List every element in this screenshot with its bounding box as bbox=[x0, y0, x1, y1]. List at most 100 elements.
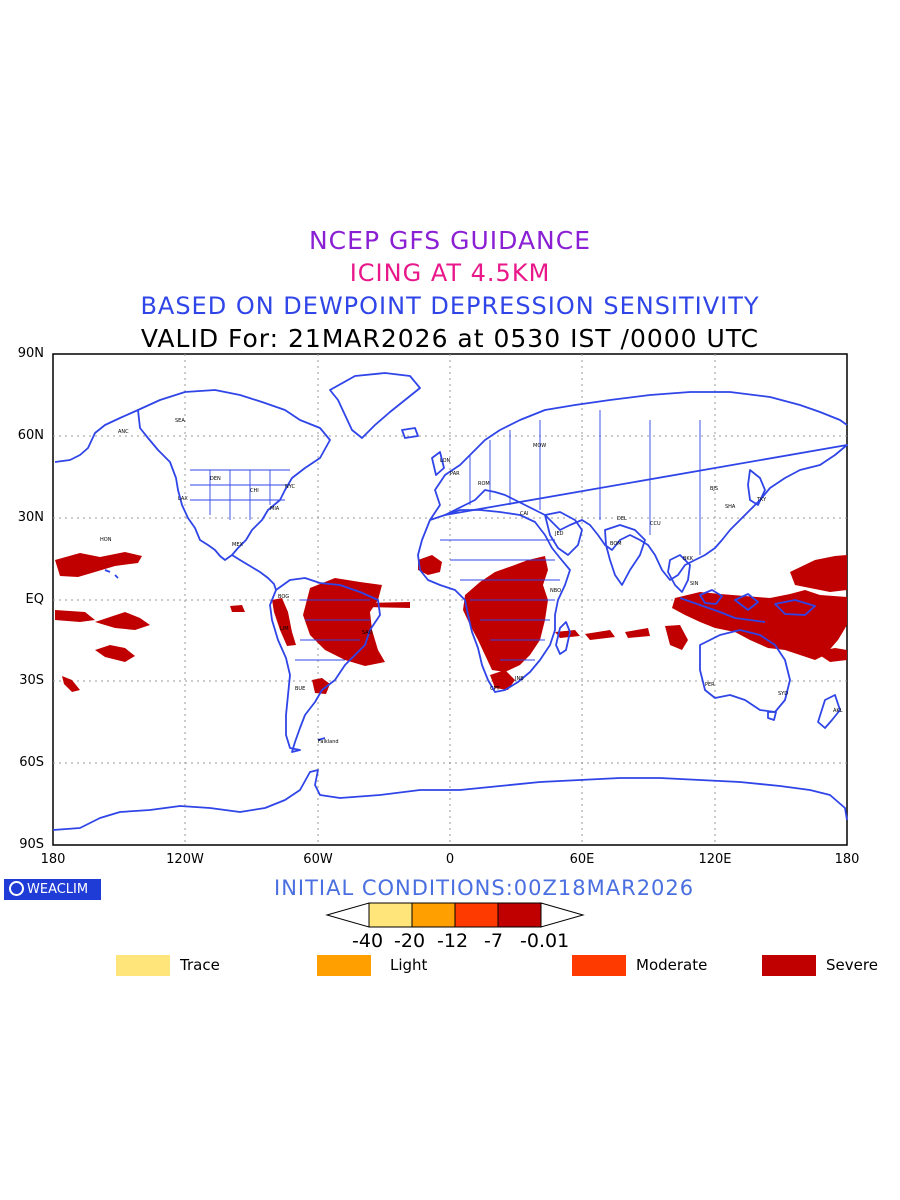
lat-label-60s: 60S bbox=[19, 755, 44, 770]
svg-text:AKL: AKL bbox=[833, 708, 843, 714]
svg-text:BJS: BJS bbox=[710, 486, 718, 492]
south-america bbox=[269, 577, 381, 753]
colorbar bbox=[325, 902, 585, 928]
icing-australia-north bbox=[665, 625, 688, 650]
colorbar-label-1: -40 bbox=[352, 930, 384, 952]
new-zealand bbox=[817, 694, 841, 729]
icing-indian-ocean-1 bbox=[555, 630, 580, 638]
icing-maritime-continent bbox=[672, 590, 847, 660]
lon-label-180w: 180 bbox=[40, 852, 66, 867]
japan bbox=[747, 469, 766, 506]
svg-text:NBO: NBO bbox=[550, 588, 561, 594]
lon-label-0: 0 bbox=[445, 852, 455, 867]
icing-pacific-south2 bbox=[95, 645, 135, 662]
legend-swatch-severe bbox=[762, 955, 816, 976]
country-borders bbox=[190, 410, 701, 661]
falklands bbox=[317, 737, 326, 741]
colorbar-bin-light bbox=[411, 902, 456, 928]
lon-label-120e: 120E bbox=[698, 852, 732, 867]
icing-caribbean bbox=[230, 605, 245, 612]
australia bbox=[699, 629, 791, 713]
initial-conditions: INITIAL CONDITIONS:00Z18MAR2026 bbox=[274, 876, 695, 900]
legend-swatch-trace bbox=[116, 955, 170, 976]
colorbar-bin-trace bbox=[368, 902, 413, 928]
icing-peru bbox=[272, 598, 296, 646]
svg-text:NYC: NYC bbox=[285, 484, 296, 490]
icing-west-africa bbox=[418, 555, 442, 575]
europe-asia bbox=[429, 391, 848, 581]
svg-text:LON: LON bbox=[440, 458, 451, 464]
svg-text:ANC: ANC bbox=[118, 429, 129, 435]
icing-pacific-south bbox=[95, 612, 150, 630]
icing-indian-ocean-2 bbox=[585, 630, 615, 640]
greenland bbox=[329, 372, 421, 439]
svg-text:SYD: SYD bbox=[778, 691, 788, 697]
title-line-3: BASED ON DEWPOINT DEPRESSION SENSITIVITY bbox=[140, 292, 760, 320]
svg-text:JED: JED bbox=[554, 531, 564, 537]
svg-text:CPT: CPT bbox=[490, 686, 501, 692]
legend-label-moderate: Moderate bbox=[636, 956, 708, 974]
colorbar-bin-moderate bbox=[454, 902, 499, 928]
lon-label-120w: 120W bbox=[166, 852, 204, 867]
icing-central-africa bbox=[463, 556, 548, 672]
svg-text:CAI: CAI bbox=[520, 511, 528, 517]
colorbar-label-5: -0.01 bbox=[520, 930, 570, 952]
africa bbox=[417, 509, 571, 693]
icing-pacific-central bbox=[55, 610, 95, 622]
logo-ring-icon bbox=[9, 881, 24, 896]
uk bbox=[431, 451, 445, 476]
lat-label-30s: 30S bbox=[19, 673, 44, 688]
colorbar-label-4: -7 bbox=[484, 930, 503, 952]
icing-south-africa bbox=[490, 670, 515, 690]
colorbar-label-2: -20 bbox=[394, 930, 426, 952]
central-america bbox=[231, 554, 277, 591]
svg-text:BUE: BUE bbox=[295, 686, 305, 692]
svg-text:TKY: TKY bbox=[756, 497, 767, 503]
india bbox=[604, 524, 646, 586]
svg-text:HON: HON bbox=[100, 537, 112, 543]
colorbar-right-arrow bbox=[540, 902, 585, 928]
lat-label-30n: 30N bbox=[17, 510, 44, 525]
svg-text:DEN: DEN bbox=[210, 476, 221, 482]
svg-text:ROM: ROM bbox=[478, 481, 490, 487]
svg-text:LIM: LIM bbox=[280, 626, 289, 632]
icing-west-pacific bbox=[790, 555, 847, 592]
svg-text:BKK: BKK bbox=[683, 556, 694, 562]
grid-lines bbox=[53, 354, 847, 845]
svg-text:PER: PER bbox=[705, 682, 715, 688]
tasmania bbox=[767, 711, 777, 721]
icing-pacific-sw bbox=[62, 676, 80, 692]
svg-text:PAR: PAR bbox=[450, 471, 460, 477]
icing-pacific-north bbox=[55, 552, 142, 577]
legend-swatch-moderate bbox=[572, 955, 626, 976]
icing-argentina bbox=[312, 678, 330, 694]
svg-text:JNB: JNB bbox=[514, 676, 524, 682]
icing-indian-ocean-3 bbox=[625, 628, 650, 638]
legend-label-light: Light bbox=[390, 956, 428, 974]
icing-southwest-pacific bbox=[815, 648, 847, 662]
arabia bbox=[544, 511, 583, 556]
indonesia bbox=[679, 589, 816, 623]
title-line-1: NCEP GFS GUIDANCE bbox=[308, 226, 591, 255]
lon-label-180e: 180 bbox=[834, 852, 860, 867]
svg-text:SEA: SEA bbox=[175, 418, 185, 424]
colorbar-label-3: -12 bbox=[437, 930, 469, 952]
svg-text:SHA: SHA bbox=[725, 504, 736, 510]
weaclim-logo: WEACLIM bbox=[4, 879, 101, 900]
north-america bbox=[54, 389, 331, 561]
icing-south-atlantic-1 bbox=[365, 602, 410, 608]
colorbar-bin-severe bbox=[497, 902, 542, 928]
colorbar-left-arrow bbox=[325, 902, 370, 928]
legend-label-trace: Trace bbox=[180, 956, 220, 974]
svg-text:BOG: BOG bbox=[278, 594, 289, 600]
lat-label-90s: 90S bbox=[19, 837, 44, 852]
valid-time: VALID For: 21MAR2026 at 0530 IST /0000 U… bbox=[140, 324, 760, 353]
legend-swatch-light bbox=[317, 955, 371, 976]
lat-label-60n: 60N bbox=[17, 428, 44, 443]
coastlines bbox=[52, 372, 848, 831]
svg-text:Falkland: Falkland bbox=[318, 739, 339, 745]
svg-text:CHI: CHI bbox=[250, 488, 259, 494]
madagascar bbox=[555, 621, 571, 655]
